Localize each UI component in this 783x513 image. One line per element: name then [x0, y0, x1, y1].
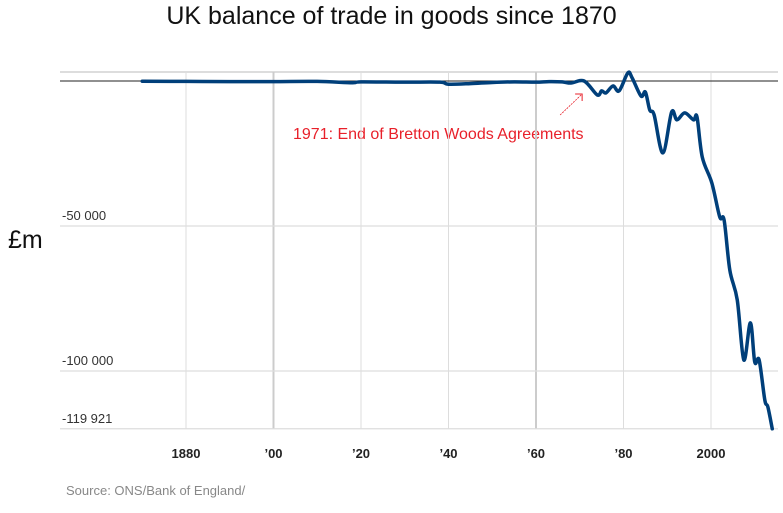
annotation-arrow-line	[559, 93, 583, 116]
x-tick-label: ’20	[352, 446, 370, 461]
y-tick-label: -50 000	[62, 208, 106, 223]
x-tick-label: ’00	[264, 446, 282, 461]
y-tick-label: -100 000	[62, 353, 113, 368]
x-tick-label: ’60	[527, 446, 545, 461]
series-line	[140, 70, 774, 431]
x-tick-label: ’80	[614, 446, 632, 461]
annotation-arrowhead-icon	[575, 93, 583, 101]
y-axis-label: £m	[8, 226, 43, 254]
source-note: Source: ONS/Bank of England/	[66, 483, 246, 498]
x-tick-label: 1880	[172, 446, 201, 461]
chart-title: UK balance of trade in goods since 1870	[166, 2, 617, 30]
annotation-text: 1971: End of Bretton Woods Agreements	[293, 126, 584, 143]
y-tick-label: -119 921	[62, 411, 112, 426]
x-tick-label: ’40	[439, 446, 457, 461]
x-tick-label: 2000	[697, 446, 726, 461]
